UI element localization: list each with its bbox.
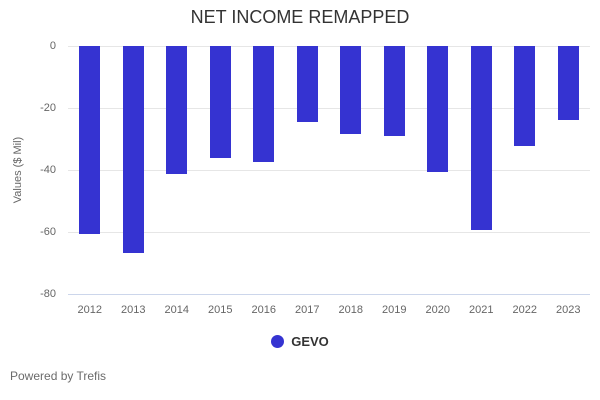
- bar-2012[interactable]: [79, 46, 101, 235]
- legend-marker-icon: [271, 335, 285, 348]
- x-tick-label-2020: 2020: [425, 304, 450, 316]
- gridline--40: [68, 170, 590, 171]
- bar-2015[interactable]: [209, 46, 231, 159]
- bar-2014[interactable]: [166, 46, 188, 174]
- x-tick-label-2012: 2012: [77, 304, 102, 316]
- x-tick-label-2016: 2016: [251, 304, 276, 316]
- x-tick-label-2021: 2021: [469, 304, 494, 316]
- x-tick-label-2018: 2018: [338, 304, 363, 316]
- chart-title: NET INCOME REMAPPED: [190, 7, 410, 27]
- x-tick-label-2017: 2017: [295, 304, 320, 316]
- bar-2022[interactable]: [514, 46, 536, 146]
- bar-2018[interactable]: [340, 46, 362, 134]
- gridline--60: [68, 232, 590, 233]
- bar-2019[interactable]: [383, 46, 405, 136]
- legend-label-gevo: GEVO: [291, 334, 329, 349]
- x-axis-line: [68, 294, 590, 295]
- x-tick-label-2015: 2015: [208, 304, 233, 316]
- bar-2023[interactable]: [557, 46, 579, 121]
- x-tick-label-2014: 2014: [164, 304, 189, 316]
- y-tick-label--40: -40: [40, 164, 56, 176]
- legend[interactable]: GEVO: [0, 334, 600, 349]
- bar-2020[interactable]: [427, 46, 449, 172]
- y-tick-label--20: -20: [40, 102, 56, 114]
- y-tick-label--60: -60: [40, 226, 56, 238]
- y-tick-label--80: -80: [40, 288, 56, 300]
- bar-2013[interactable]: [122, 46, 144, 254]
- gridline--20: [68, 108, 590, 109]
- x-tick-label-2013: 2013: [121, 304, 146, 316]
- x-tick-label-2023: 2023: [556, 304, 581, 316]
- y-tick-label-0: 0: [49, 40, 56, 52]
- x-tick-label-2019: 2019: [382, 304, 407, 316]
- powered-by-trefis: Powered by Trefis: [10, 369, 107, 383]
- bar-2017[interactable]: [296, 46, 318, 123]
- x-tick-label-2022: 2022: [512, 304, 537, 316]
- bar-2021[interactable]: [470, 46, 492, 231]
- bar-2016[interactable]: [253, 46, 275, 162]
- gridline-0: [68, 46, 590, 47]
